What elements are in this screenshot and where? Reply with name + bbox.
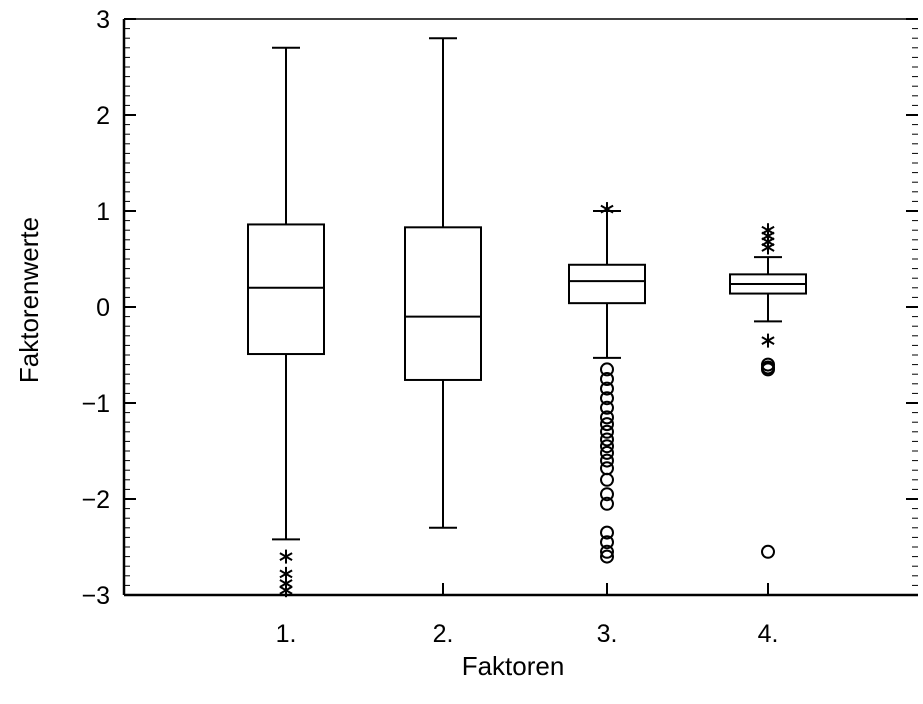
outlier-circle [761,362,775,377]
tick-labels: 3 2 1 0 −1 −2 −3 1. 2. 3. 4. [81,6,778,648]
outlier-star [761,333,775,348]
outlier-circle [600,496,614,511]
outlier-circle [600,381,614,396]
boxes [247,37,807,598]
box-iqr [568,263,646,305]
outlier-circle [600,445,614,460]
outlier-circle [600,417,614,432]
box-group [404,37,482,529]
y-tick-label: −2 [81,486,110,514]
outlier-circle [600,544,614,559]
y-tick-label: 0 [96,294,110,322]
y-tick-label: 1 [96,198,110,226]
outlier-circle [600,362,614,377]
outlier-circle [600,549,614,564]
outlier-circle [600,461,614,476]
outlier-star [761,223,775,238]
outlier-star [279,583,293,598]
outlier-circle [600,432,614,447]
outlier-circle [600,487,614,502]
outlier-star [279,549,293,564]
outlier-circle [600,453,614,468]
y-tick-label: 3 [96,6,110,34]
outlier-circle [600,525,614,540]
box-iqr [404,226,482,381]
outlier-circle [600,439,614,454]
outlier-circle [600,391,614,406]
box-group [247,46,325,598]
x-tick-label: 4. [758,620,779,648]
outlier-circle [600,400,614,415]
box-group [729,223,807,559]
outlier-circle [600,410,614,425]
y-tick-label: −3 [81,582,110,610]
tick-marks [124,18,918,596]
outlier-circle [600,535,614,550]
outlier-circle [600,372,614,386]
box-group [568,202,646,564]
outlier-circle [761,544,775,559]
y-axis-title: Faktorenwerte [14,217,44,383]
x-tick-label: 1. [276,620,297,648]
outlier-circle [600,424,614,439]
x-tick-label: 3. [597,620,618,648]
y-tick-label: 2 [96,102,110,130]
outlier-star [600,202,614,217]
x-axis-title: Faktoren [462,651,565,681]
y-tick-label: −1 [81,390,110,418]
outlier-circle [600,472,614,487]
axes [122,18,918,597]
x-tick-label: 2. [433,620,454,648]
box-iqr [247,223,325,356]
